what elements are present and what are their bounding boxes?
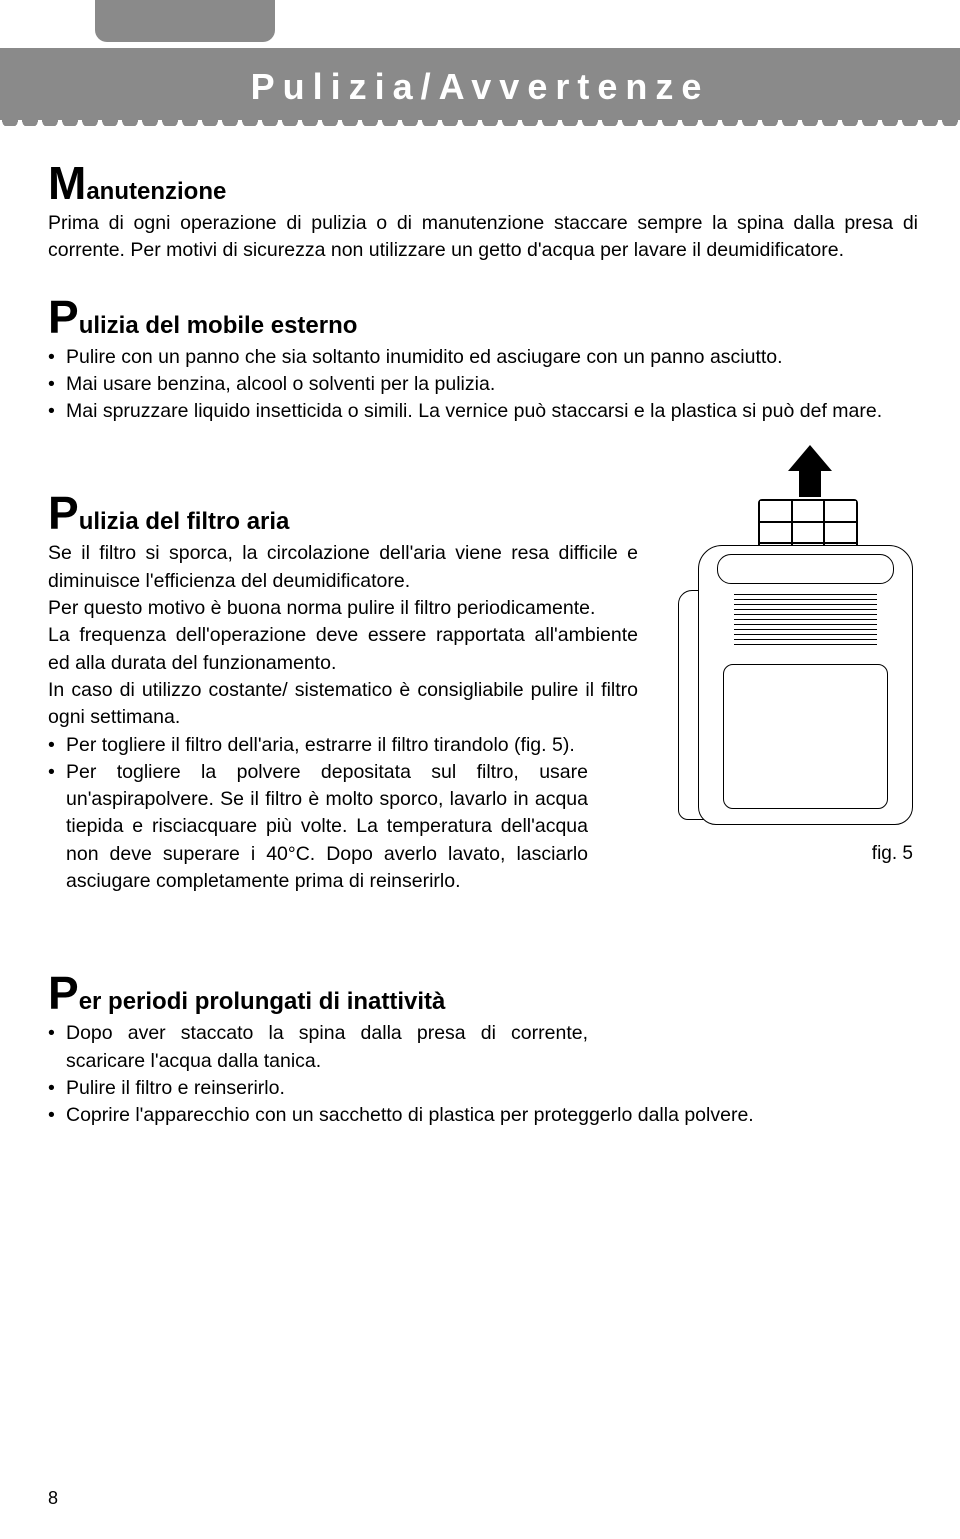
heading-cap: P xyxy=(48,967,79,1019)
para-filtro-2: Per questo motivo è buona norma pulire i… xyxy=(48,595,638,622)
list-item: Pulire il filtro e reinserirlo. xyxy=(48,1075,918,1102)
content-area: Manutenzione Prima di ogni operazione di… xyxy=(48,165,918,1164)
list-filtro: Per togliere il filtro dell'aria, estrar… xyxy=(48,732,638,896)
section-mobile: Pulizia del mobile esterno Pulire con un… xyxy=(48,299,918,426)
device-top xyxy=(717,554,894,584)
heading-manutenzione: Manutenzione xyxy=(48,165,918,206)
list-item: Mai usare benzina, alcool o solventi per… xyxy=(48,371,918,398)
heading-cap: M xyxy=(48,157,86,209)
filtro-text-col: Pulizia del filtro aria Se il filtro si … xyxy=(48,495,638,895)
heading-rest: anutenzione xyxy=(86,178,226,205)
arrow-up-icon xyxy=(788,445,832,495)
list-item: Coprire l'apparecchio con un sacchetto d… xyxy=(48,1102,918,1129)
list-item: Per togliere la polvere depositata sul f… xyxy=(48,759,588,895)
device-front xyxy=(723,664,888,809)
list-item: Dopo aver staccato la spina dalla presa … xyxy=(48,1020,588,1075)
page-title: Pulizia/Avvertenze xyxy=(251,66,710,108)
list-inattivita: Dopo aver staccato la spina dalla presa … xyxy=(48,1020,918,1129)
heading-rest: ulizia del mobile esterno xyxy=(79,312,358,339)
list-mobile: Pulire con un panno che sia soltanto inu… xyxy=(48,344,918,426)
para-filtro-3: La frequenza dell'operazione deve essere… xyxy=(48,622,638,677)
header-banner: Pulizia/Avvertenze xyxy=(0,48,960,126)
heading-rest: ulizia del filtro aria xyxy=(79,508,290,535)
heading-cap: P xyxy=(48,291,79,343)
device-body xyxy=(698,545,913,825)
heading-mobile: Pulizia del mobile esterno xyxy=(48,299,918,340)
section-filtro: Pulizia del filtro aria Se il filtro si … xyxy=(48,495,918,895)
para-filtro-intro: Se il filtro si sporca, la circolazione … xyxy=(48,540,638,595)
para-manutenzione: Prima di ogni operazione di pulizia o di… xyxy=(48,210,918,265)
figure-label: fig. 5 xyxy=(872,843,913,865)
heading-cap: P xyxy=(48,487,79,539)
heading-inattivita: Per periodi prolungati di inattività xyxy=(48,975,918,1016)
para-filtro-4: In caso di utilizzo costante/ sistematic… xyxy=(48,677,638,732)
device-vents xyxy=(734,594,877,654)
heading-filtro: Pulizia del filtro aria xyxy=(48,495,638,536)
header-tab xyxy=(95,0,275,42)
list-item: Pulire con un panno che sia soltanto inu… xyxy=(48,344,918,371)
list-item: Per togliere il filtro dell'aria, estrar… xyxy=(48,732,638,759)
section-inattivita: Per periodi prolungati di inattività Dop… xyxy=(48,975,918,1129)
page-number: 8 xyxy=(48,1488,58,1509)
section-manutenzione: Manutenzione Prima di ogni operazione di… xyxy=(48,165,918,265)
list-item: Mai spruzzare liquido insetticida o simi… xyxy=(48,398,918,425)
figure-5: fig. 5 xyxy=(658,445,918,845)
heading-rest: er periodi prolungati di inattività xyxy=(79,988,446,1015)
